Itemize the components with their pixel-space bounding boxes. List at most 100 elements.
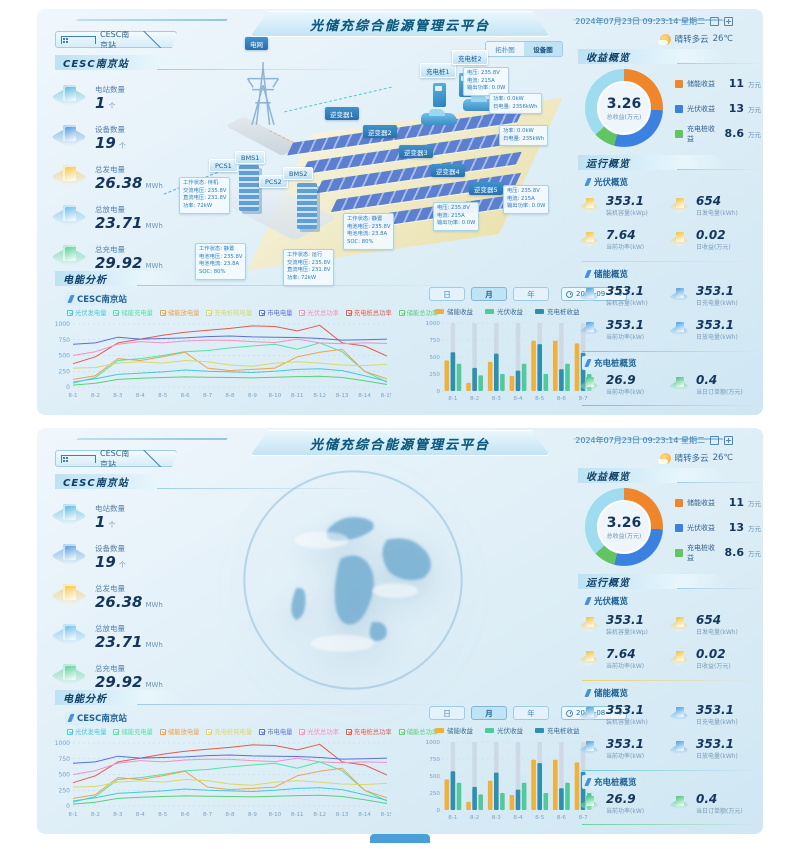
slash-icon bbox=[584, 778, 591, 786]
series-checkbox[interactable]: 充电桩总功率 bbox=[346, 308, 392, 317]
series-checkbox[interactable]: 储能总功率 bbox=[399, 308, 438, 317]
svg-text:1000: 1000 bbox=[55, 321, 70, 328]
series-checkbox[interactable]: 储能充电量 bbox=[113, 308, 152, 317]
svg-text:750: 750 bbox=[429, 757, 440, 763]
bar-legend-item: 光伏收益 bbox=[485, 725, 523, 735]
divider bbox=[582, 405, 758, 406]
series-checkbox[interactable]: 储能放电量 bbox=[160, 308, 199, 317]
svg-text:8-5: 8-5 bbox=[158, 812, 168, 818]
inverter3-chip: 逆变器3 bbox=[399, 145, 433, 158]
revenue-label: 充电桩收益 bbox=[687, 543, 721, 563]
tower-icon bbox=[241, 51, 285, 137]
series-toggle-row: 光伏发电量 储能充电量 储能放电量 充电桩耗电量 市电电量 光伏总功率 充电桩总… bbox=[67, 308, 397, 317]
apps-grid-icon[interactable] bbox=[724, 17, 733, 26]
checkbox-icon bbox=[67, 729, 73, 735]
battery-cabinet bbox=[297, 183, 317, 229]
header-decoration bbox=[76, 438, 228, 440]
clock-icon bbox=[566, 291, 573, 298]
series-checkbox[interactable]: 储能总功率 bbox=[399, 727, 438, 736]
series-checkbox[interactable]: 充电桩总功率 bbox=[346, 727, 392, 736]
operation-3d-icon bbox=[582, 707, 600, 723]
datetime-text: 2024年07月23日 09:23:14 星期二 bbox=[575, 16, 705, 27]
legend-color-swatch bbox=[675, 105, 683, 113]
bar-legend-item: 充电桩收益 bbox=[535, 725, 580, 735]
operation-label: 装机容量(kWh) bbox=[606, 298, 648, 307]
legend-color-swatch bbox=[535, 728, 544, 733]
charger-overview-grid: 26.9 当前功率(kW) 0.4 当日订单额(万元) bbox=[582, 368, 762, 402]
series-checkbox[interactable]: 充电桩耗电量 bbox=[206, 308, 252, 317]
svg-text:8-2: 8-2 bbox=[470, 396, 479, 402]
apps-grid-icon[interactable] bbox=[724, 436, 733, 445]
series-checkbox[interactable]: 充电桩耗电量 bbox=[206, 727, 252, 736]
series-checkbox[interactable]: 光伏总功率 bbox=[299, 727, 338, 736]
series-checkbox[interactable]: 市电电量 bbox=[259, 308, 292, 317]
operation-stat-cell: 0.4 当日订单额(万元) bbox=[672, 368, 762, 402]
tooltip-line: 功率: 0.0kW bbox=[503, 128, 544, 136]
svg-text:0: 0 bbox=[436, 389, 440, 395]
series-checkbox[interactable]: 市电电量 bbox=[259, 727, 292, 736]
svg-text:8-6: 8-6 bbox=[557, 815, 567, 821]
series-checkbox[interactable]: 储能放电量 bbox=[160, 727, 199, 736]
operation-3d-icon bbox=[672, 651, 690, 667]
operation-value: 654 bbox=[696, 195, 738, 208]
operation-label: 当日订单额(万元) bbox=[696, 806, 743, 815]
operation-stat-cell: 0.02 日收益(万元) bbox=[672, 223, 762, 257]
operation-stat-cell: 654 日发电量(kWh) bbox=[672, 189, 762, 223]
diagram-view-toggle: 拓扑图 设备图 bbox=[485, 41, 563, 57]
svg-text:8-11: 8-11 bbox=[291, 393, 304, 399]
revenue-donut-chart: 3.26 总收益(万元) bbox=[585, 69, 663, 147]
period-button-month[interactable]: 月 bbox=[471, 287, 507, 301]
svg-text:8-9: 8-9 bbox=[248, 812, 258, 818]
period-button-year[interactable]: 年 bbox=[513, 287, 549, 301]
operation-stat-cell: 353.1 日充电量(kWh) bbox=[672, 279, 762, 313]
toggle-device-button[interactable]: 设备图 bbox=[524, 42, 562, 56]
series-checkbox[interactable]: 光伏发电量 bbox=[67, 308, 106, 317]
operation-stat-cell: 353.1 当前功率(kW) bbox=[582, 732, 672, 766]
revenue-value: 8.6 bbox=[725, 546, 745, 559]
charger-overview-grid: 26.9 当前功率(kW) 0.4 当日订单额(万元) bbox=[582, 787, 762, 821]
fullscreen-icon[interactable] bbox=[710, 17, 719, 26]
operation-label: 当前功率(kW) bbox=[606, 751, 644, 760]
revenue-unit: 万元 bbox=[748, 129, 761, 139]
stat-3d-icon bbox=[55, 124, 85, 150]
period-button-day[interactable]: 日 bbox=[429, 706, 465, 720]
building-icon bbox=[61, 36, 96, 44]
series-checkbox[interactable]: 光伏总功率 bbox=[299, 308, 338, 317]
svg-text:250: 250 bbox=[429, 372, 440, 378]
operation-section-header: 运行概览 bbox=[578, 155, 728, 170]
period-button-month[interactable]: 月 bbox=[471, 706, 507, 720]
series-toggle-row: 光伏发电量 储能充电量 储能放电量 充电桩耗电量 市电电量 光伏总功率 充电桩总… bbox=[67, 727, 397, 736]
bar-legend-label: 储能收益 bbox=[447, 306, 473, 316]
station-select[interactable]: CESC南京站 bbox=[55, 31, 177, 48]
series-checkbox-label: 充电桩耗电量 bbox=[214, 308, 252, 317]
revenue-value: 13 bbox=[729, 102, 744, 115]
svg-text:8-6: 8-6 bbox=[181, 812, 191, 818]
svg-text:750: 750 bbox=[59, 337, 71, 344]
tooltip-line: 直流电压: 231.8V bbox=[183, 195, 226, 203]
chevron-down-icon bbox=[140, 24, 168, 52]
revenue-unit: 万元 bbox=[748, 79, 761, 89]
tooltip-line: 电压: 235.8V bbox=[437, 205, 475, 213]
svg-text:500: 500 bbox=[59, 772, 71, 779]
revenue-label: 光伏收益 bbox=[687, 523, 725, 533]
analysis-section-header: 电能分析 bbox=[55, 271, 183, 286]
station-select[interactable]: CESC南京站 bbox=[55, 450, 177, 467]
operation-stat-cell: 0.4 当日订单额(万元) bbox=[672, 787, 762, 821]
ev-charger bbox=[433, 83, 446, 107]
revenue-value: 13 bbox=[729, 521, 744, 534]
sun-cloud-icon bbox=[660, 34, 671, 45]
series-checkbox[interactable]: 储能充电量 bbox=[113, 727, 152, 736]
toggle-topology-button[interactable]: 拓扑图 bbox=[486, 42, 524, 56]
period-button-year[interactable]: 年 bbox=[513, 706, 549, 720]
series-checkbox-label: 储能充电量 bbox=[121, 727, 152, 736]
operation-label: 当前功率(kW) bbox=[606, 242, 644, 251]
series-checkbox[interactable]: 光伏发电量 bbox=[67, 727, 106, 736]
fullscreen-icon[interactable] bbox=[710, 436, 719, 445]
period-button-day[interactable]: 日 bbox=[429, 287, 465, 301]
